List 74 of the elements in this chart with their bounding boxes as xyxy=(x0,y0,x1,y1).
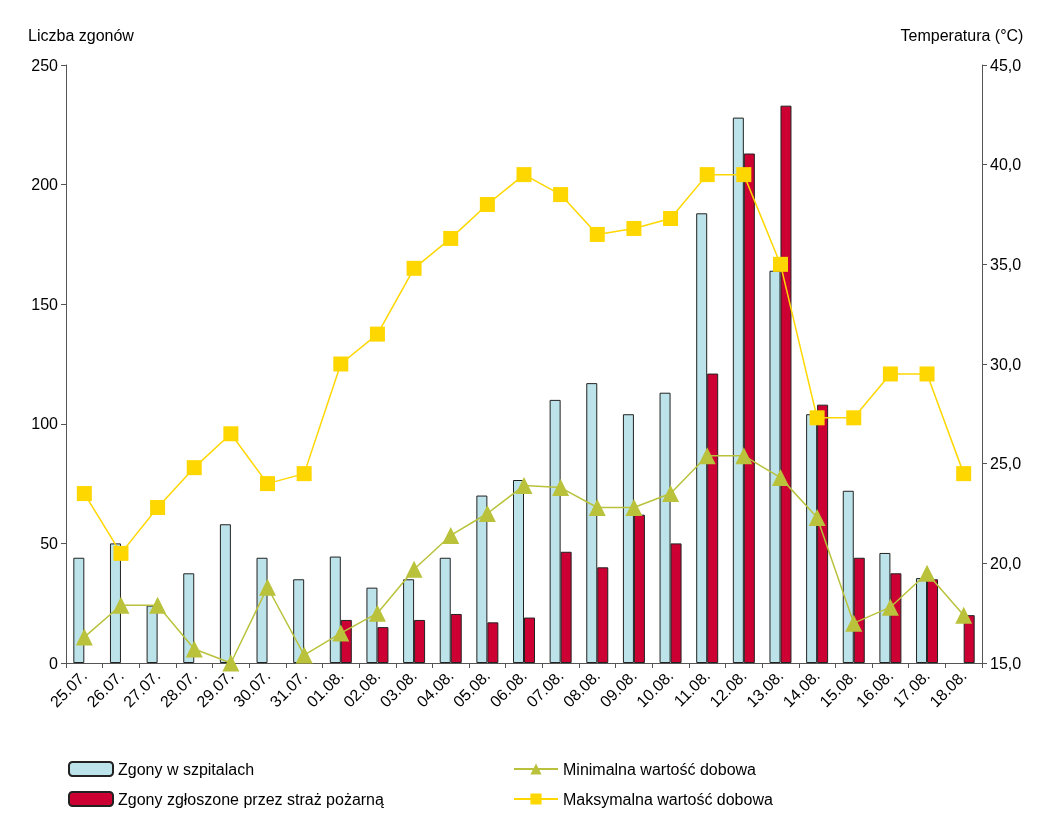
point xyxy=(112,596,130,614)
y-tick-label: 0 xyxy=(49,654,59,672)
legend-label: Maksymalna wartość dobowa xyxy=(563,790,773,808)
point xyxy=(369,326,385,342)
bar xyxy=(293,579,305,663)
bar xyxy=(219,524,231,663)
point xyxy=(553,187,569,203)
y-tick-label: 200 xyxy=(31,176,59,194)
y2-tick-label: 20,0 xyxy=(990,554,1022,572)
y-axis-title: Liczba zgonów xyxy=(28,26,135,44)
point xyxy=(809,410,825,426)
point xyxy=(75,628,93,646)
point xyxy=(626,220,642,236)
point xyxy=(333,356,349,372)
point xyxy=(846,410,862,426)
y-tick-label: 100 xyxy=(31,415,59,433)
bar xyxy=(73,557,85,663)
point xyxy=(588,499,606,517)
point xyxy=(332,624,350,642)
point xyxy=(918,564,936,582)
legend-label: Minimalna wartość dobowa xyxy=(563,760,757,778)
point xyxy=(443,230,459,246)
point xyxy=(956,466,972,482)
y2-tick-label: 15,0 xyxy=(990,654,1022,672)
point xyxy=(186,460,202,476)
point xyxy=(845,614,863,632)
point xyxy=(223,426,239,442)
y2-tick-label: 40,0 xyxy=(990,156,1022,174)
point xyxy=(479,197,495,213)
point xyxy=(442,526,460,544)
point xyxy=(515,477,533,495)
point xyxy=(736,167,752,183)
point xyxy=(699,167,715,183)
point xyxy=(185,640,203,658)
point xyxy=(296,466,312,482)
point xyxy=(76,486,92,502)
point xyxy=(295,646,313,664)
point xyxy=(260,476,276,492)
point xyxy=(516,167,532,183)
point xyxy=(478,505,496,522)
point xyxy=(662,485,680,503)
y-tick-label: 150 xyxy=(31,295,59,313)
point xyxy=(882,366,898,382)
y-tick-label: 250 xyxy=(31,56,59,74)
y2-axis-title: Temperatura (°C) xyxy=(900,26,1024,44)
y2-tick-label: 35,0 xyxy=(990,255,1022,273)
bar xyxy=(146,605,158,663)
y2-tick-label: 45,0 xyxy=(990,56,1022,74)
y2-tick-label: 25,0 xyxy=(990,455,1022,473)
point xyxy=(772,256,788,272)
y-tick-label: 50 xyxy=(40,534,59,552)
point xyxy=(919,366,935,382)
point xyxy=(625,499,643,517)
point xyxy=(150,500,166,516)
point xyxy=(113,545,129,561)
point xyxy=(552,479,570,497)
point xyxy=(881,598,899,616)
point xyxy=(405,560,423,578)
point xyxy=(406,260,422,276)
point xyxy=(735,447,753,465)
legend-label: Zgony zgłoszone przez straż pożarną xyxy=(118,790,385,808)
point xyxy=(259,578,277,596)
point xyxy=(808,508,826,526)
legend-label: Zgony w szpitalach xyxy=(118,760,255,778)
y2-tick-label: 30,0 xyxy=(990,355,1022,373)
point xyxy=(663,210,679,226)
bar xyxy=(256,557,268,663)
point xyxy=(771,469,789,487)
point xyxy=(589,226,605,242)
point xyxy=(149,596,167,614)
point xyxy=(698,447,716,465)
point xyxy=(368,604,386,622)
point xyxy=(222,654,240,672)
point xyxy=(955,606,973,624)
